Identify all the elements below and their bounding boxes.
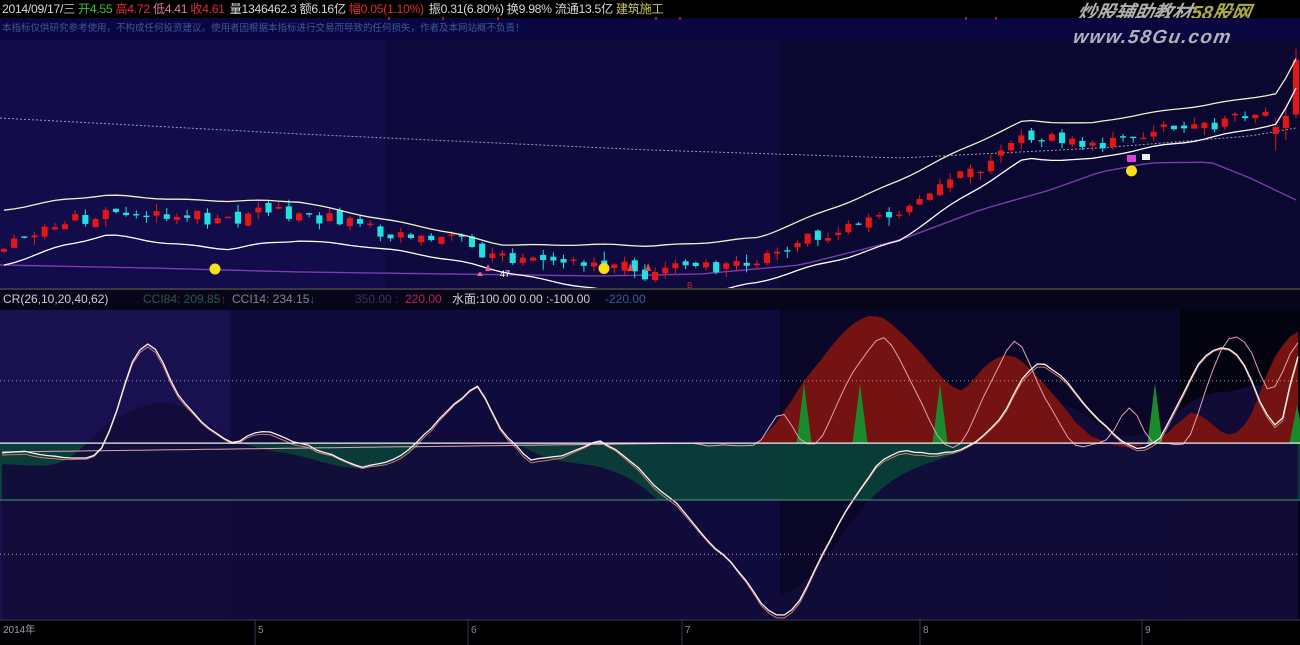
svg-text:350.00 :: 350.00 : [355, 292, 398, 306]
svg-text:本指标仅供研究参考使用，不构成任何投资建议。使用者因根据本指: 本指标仅供研究参考使用，不构成任何投资建议。使用者因根据本指标进行交易而导致的任… [2, 22, 525, 34]
svg-text:CR(26,10,20,40,62): CR(26,10,20,40,62) [3, 292, 108, 306]
svg-text:CCI84: 209.85↑: CCI84: 209.85↑ [143, 292, 226, 306]
svg-text:www.58Gu.com: www.58Gu.com [1072, 27, 1234, 48]
svg-text:7: 7 [685, 625, 691, 636]
svg-text:-220.00: -220.00 [605, 292, 646, 306]
svg-text:CCI14: 234.15↓: CCI14: 234.15↓ [232, 292, 315, 306]
svg-text:47: 47 [500, 269, 510, 279]
svg-text:8: 8 [923, 625, 929, 636]
svg-text:9: 9 [1145, 625, 1151, 636]
svg-text:5: 5 [258, 625, 264, 636]
svg-text:6: 6 [471, 625, 477, 636]
svg-text:水面:100.00 0.00 :-100.00: 水面:100.00 0.00 :-100.00 [452, 292, 590, 306]
svg-text:220.00: 220.00 [405, 292, 442, 306]
svg-text:2014年: 2014年 [3, 623, 35, 636]
